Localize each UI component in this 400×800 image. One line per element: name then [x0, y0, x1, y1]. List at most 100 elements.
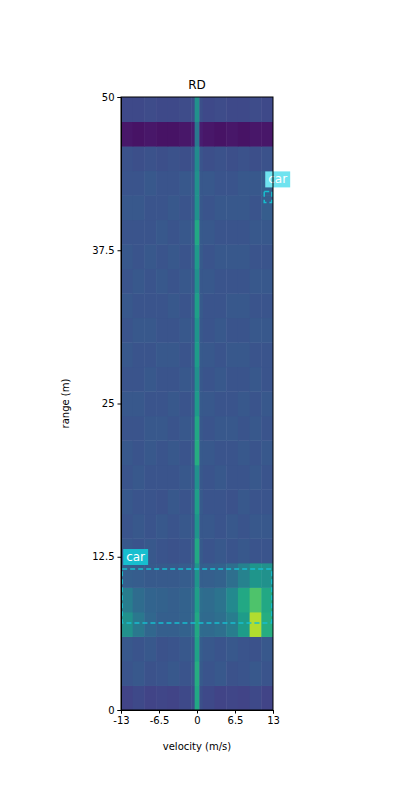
heatmap-cell: [203, 391, 215, 416]
heatmap-cell: [168, 612, 180, 637]
heatmap-cell: [179, 342, 191, 367]
title: RD: [188, 78, 206, 92]
heatmap-cell: [133, 269, 145, 294]
heatmap-cell: [215, 171, 227, 196]
heatmap-cell: [121, 318, 133, 343]
heatmap-cell: [250, 269, 262, 294]
heatmap-cell: [226, 538, 238, 563]
heatmap-cell: [199, 220, 203, 245]
heatmap-cell: [199, 318, 203, 343]
heatmap-cell: [238, 220, 250, 245]
heatmap-cell: [179, 293, 191, 318]
heatmap-cell: [156, 122, 168, 147]
heatmap-cell: [261, 367, 273, 392]
heatmap-cell: [156, 146, 168, 171]
heatmap-cell: [199, 146, 203, 171]
heatmap-cell: [179, 391, 191, 416]
x-axis-line: [122, 711, 274, 714]
heatmap-cell: [238, 342, 250, 367]
heatmap-cell: [226, 563, 238, 588]
heatmap-cell: [144, 416, 156, 441]
heatmap-cell: [179, 612, 191, 637]
heatmap-cell: [156, 171, 168, 196]
heatmap-cell: [199, 685, 203, 710]
heatmap-cell: [261, 416, 273, 441]
heatmap-cell: [144, 587, 156, 612]
heatmap-cell: [215, 318, 227, 343]
heatmap-cell: [121, 416, 133, 441]
heatmap-cell: [250, 220, 262, 245]
heatmap-cell: [179, 220, 191, 245]
heatmap-cell: [144, 685, 156, 710]
heatmap-cell: [195, 685, 200, 710]
heatmap-cell: [191, 538, 195, 563]
heatmap-cell: [144, 318, 156, 343]
heatmap-cell: [199, 636, 203, 661]
heatmap-cell: [121, 685, 133, 710]
heatmap-cell: [133, 489, 145, 514]
heatmap-cell: [261, 538, 273, 563]
heatmap-cell: [203, 195, 215, 220]
x-tick-mark: [273, 710, 274, 714]
heatmap-cell: [168, 195, 180, 220]
heatmap-cell: [195, 195, 200, 220]
heatmap-cell: [261, 269, 273, 294]
heatmap-cell: [250, 416, 262, 441]
heatmap-cell: [133, 612, 145, 637]
heatmap-cell: [133, 244, 145, 269]
heatmap-cell: [226, 465, 238, 490]
heatmap-cell: [215, 563, 227, 588]
heatmap-cell: [250, 244, 262, 269]
heatmap-cell: [168, 538, 180, 563]
heatmap-cell: [156, 514, 168, 539]
heatmap-cell: [250, 367, 262, 392]
heatmap-cell: [144, 195, 156, 220]
heatmap-cell: [261, 220, 273, 245]
heatmap-cell: [133, 318, 145, 343]
heatmap-cell: [238, 293, 250, 318]
heatmap-cell: [191, 416, 195, 441]
heatmap-cell: [238, 97, 250, 122]
heatmap-cell: [199, 367, 203, 392]
heatmap-cell: [195, 97, 200, 122]
heatmap-cell: [195, 146, 200, 171]
heatmap-cell: [179, 489, 191, 514]
heatmap-cell: [215, 195, 227, 220]
heatmap-cell: [250, 440, 262, 465]
heatmap-cell: [215, 244, 227, 269]
heatmap-cell: [215, 514, 227, 539]
heatmap-cell: [191, 514, 195, 539]
heatmap-cell: [179, 122, 191, 147]
x-tick-label: -6.5: [150, 715, 170, 726]
heatmap-cell: [215, 391, 227, 416]
y-axis-title: range (m): [60, 379, 71, 429]
heatmap-cell: [238, 318, 250, 343]
heatmap-cell: [179, 440, 191, 465]
heatmap-cell: [261, 318, 273, 343]
heatmap-cell: [250, 122, 262, 147]
heatmap-cell: [195, 538, 200, 563]
heatmap-cell: [191, 171, 195, 196]
heatmap-cell: [215, 612, 227, 637]
heatmap-cell: [156, 244, 168, 269]
heatmap-cell: [261, 342, 273, 367]
heatmap-cell: [144, 489, 156, 514]
heatmap-cell: [191, 269, 195, 294]
heatmap-cell: [195, 269, 200, 294]
heatmap-cell: [179, 563, 191, 588]
heatmap-cell: [168, 220, 180, 245]
heatmap-cell: [156, 685, 168, 710]
heatmap-cell: [191, 685, 195, 710]
heatmap-cell: [121, 293, 133, 318]
heatmap-cell: [179, 146, 191, 171]
heatmap-cell: [215, 416, 227, 441]
annotation-label: car: [123, 549, 148, 565]
heatmap-cell: [144, 391, 156, 416]
heatmap-cell: [226, 220, 238, 245]
heatmap-cell: [191, 391, 195, 416]
heatmap-cell: [199, 342, 203, 367]
heatmap-cell: [238, 636, 250, 661]
heatmap-cell: [199, 563, 203, 588]
heatmap-cell: [250, 612, 262, 637]
y-tick-label: 37.5: [92, 245, 114, 256]
